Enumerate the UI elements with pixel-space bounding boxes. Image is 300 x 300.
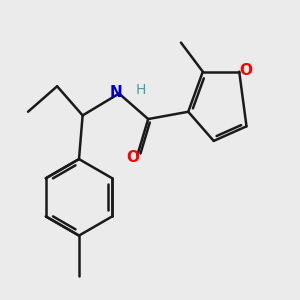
Text: O: O — [126, 150, 140, 165]
Text: H: H — [136, 83, 146, 97]
Text: N: N — [110, 85, 122, 100]
Text: O: O — [239, 63, 252, 78]
